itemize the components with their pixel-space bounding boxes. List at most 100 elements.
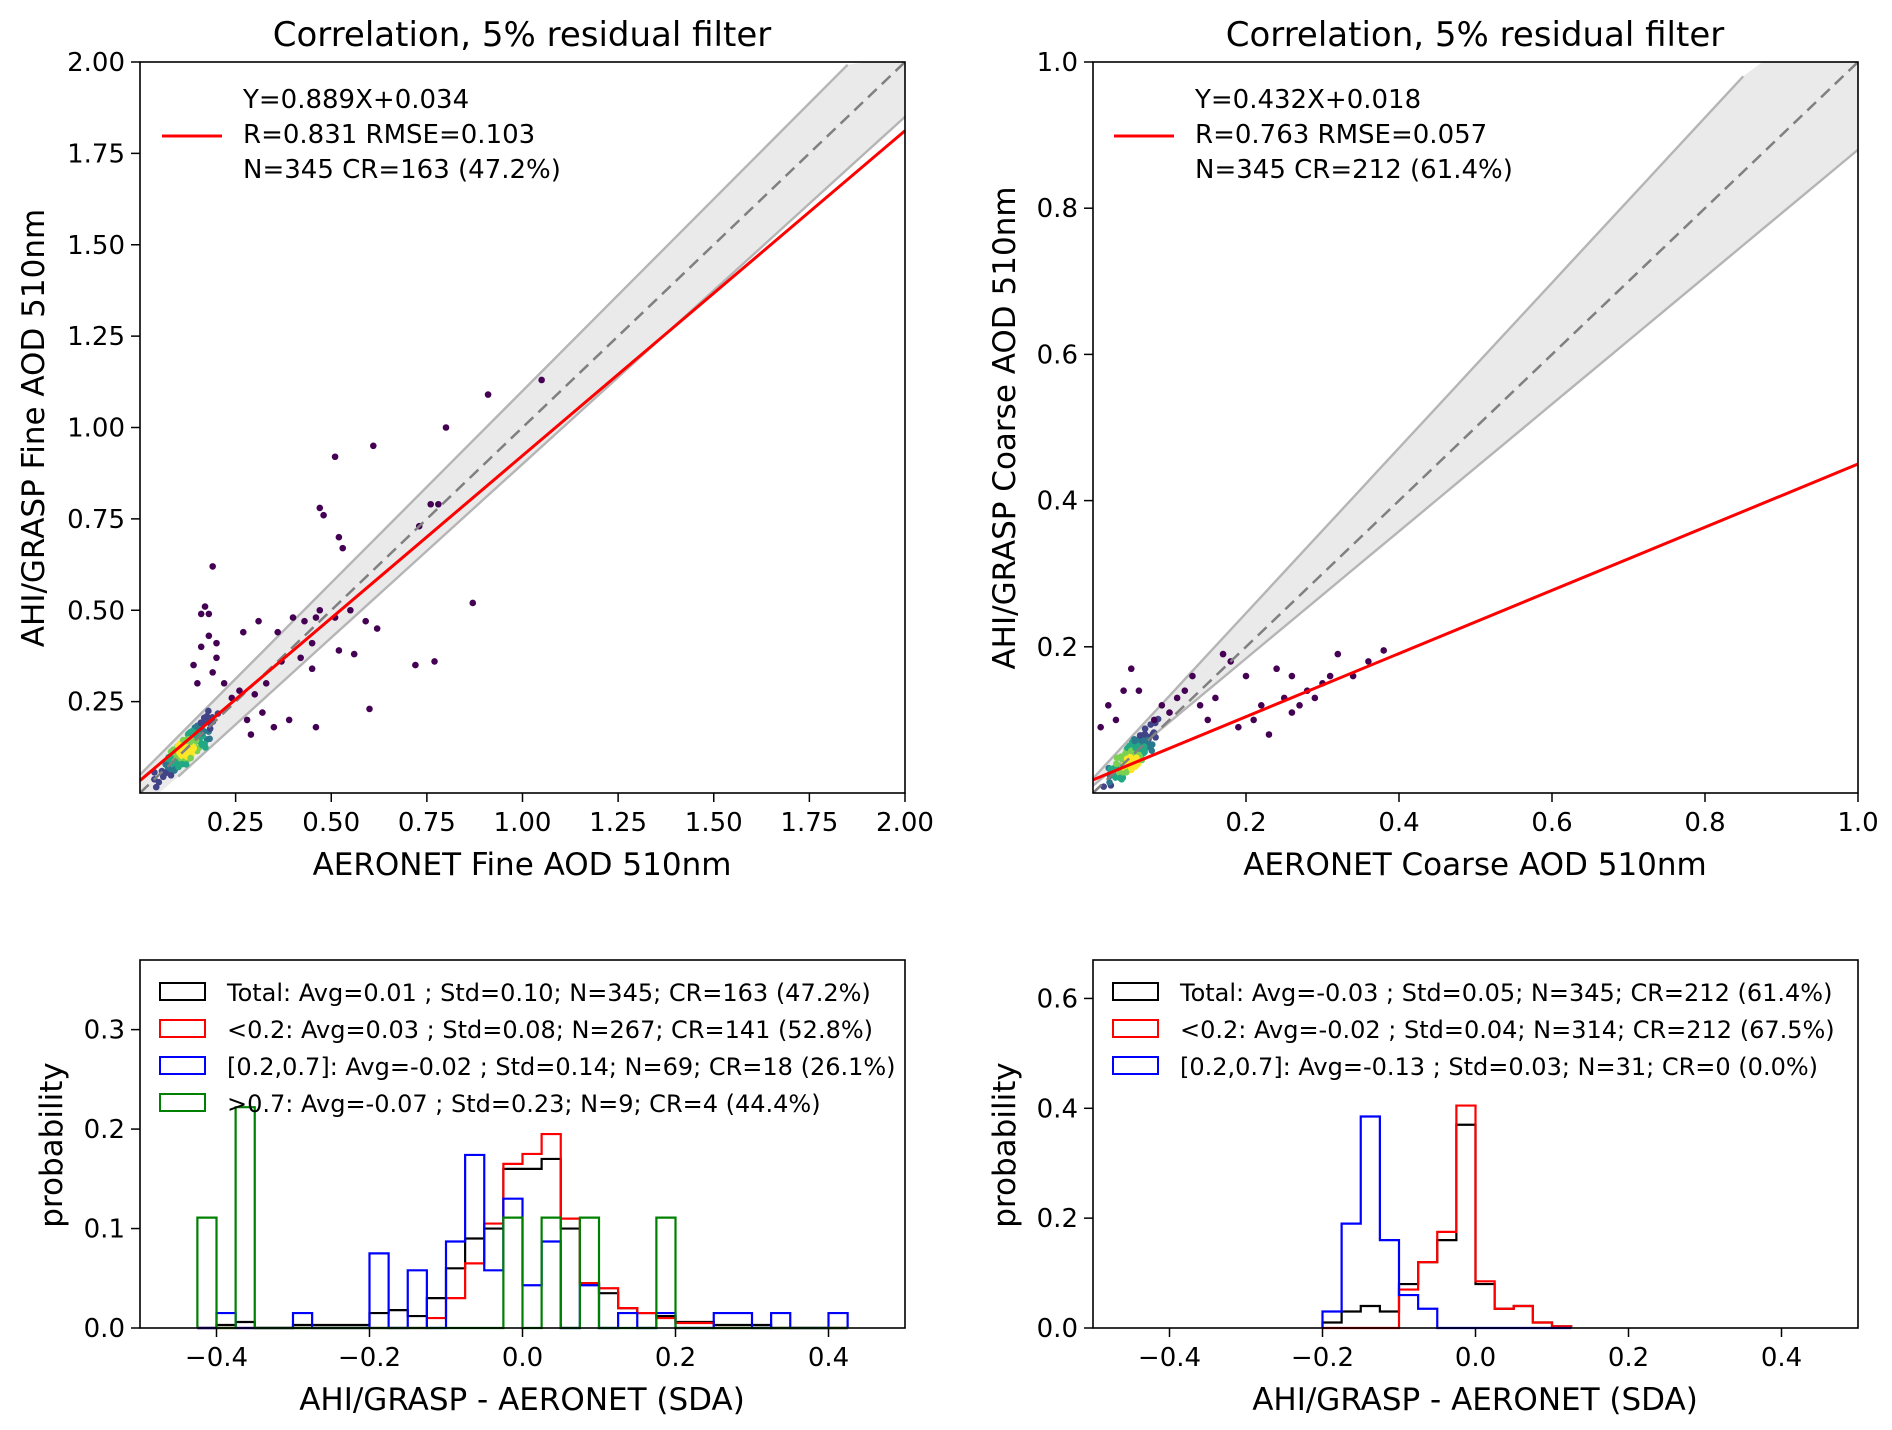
plot-frame <box>1092 61 1859 794</box>
scatter-point <box>312 723 320 731</box>
histogram-steps <box>196 1106 849 1330</box>
scatter-point <box>259 709 266 716</box>
legend-line-equation: Y=0.432X+0.018 <box>1194 85 1421 115</box>
y-tick-label: 1.75 <box>67 139 125 169</box>
scatter-point <box>339 544 347 552</box>
envelope-upper <box>139 63 849 776</box>
scatter-point <box>247 731 255 738</box>
scatter-point <box>316 504 324 512</box>
envelope-lower <box>177 115 906 778</box>
scatter-point <box>316 606 324 614</box>
regression-line <box>1092 462 1859 782</box>
x-tick-label: −0.4 <box>1138 1343 1201 1373</box>
scatter-point <box>152 783 160 791</box>
envelope-lower <box>1092 148 1859 787</box>
x-tick-label: 1.25 <box>589 808 647 838</box>
envelope-fill <box>1093 62 1858 786</box>
scatter-point <box>1288 672 1296 680</box>
legend-line-r: R=0.831 RMSE=0.103 <box>243 120 535 150</box>
scatter-point <box>1219 650 1227 658</box>
y-tick-label: 0.2 <box>1037 633 1078 663</box>
x-axis-label: AHI/GRASP - AERONET (SDA) <box>1252 1382 1698 1418</box>
x-tick-label: 0.0 <box>502 1343 543 1373</box>
scatter-point <box>274 628 282 636</box>
scatter-point <box>201 603 209 610</box>
y-axis-label: probability <box>987 1062 1023 1227</box>
scatter-point <box>213 639 220 647</box>
y-axis-label: AHI/GRASP Coarse AOD 510nm <box>987 186 1023 669</box>
scatter-point <box>1380 647 1387 654</box>
y-axis-label: AHI/GRASP Fine AOD 510nm <box>16 209 52 647</box>
scatter-point <box>484 391 492 398</box>
y-tick-label: 0.6 <box>1037 340 1078 370</box>
legend-line-n: N=345 CR=212 (61.4%) <box>1195 155 1513 185</box>
scatter-point <box>366 705 373 713</box>
scatter-point <box>1127 665 1135 673</box>
y-tick-label: 0.4 <box>1037 487 1078 517</box>
y-tick-label: 0.25 <box>67 688 125 718</box>
scatter-point <box>213 654 220 662</box>
x-tick-label: 0.2 <box>1225 808 1266 838</box>
x-tick-label: 2.00 <box>876 808 934 838</box>
y-tick-label: 1.50 <box>67 231 125 261</box>
scatter-point <box>255 617 262 625</box>
scatter-point <box>1141 748 1148 756</box>
scatter-point <box>347 606 354 614</box>
scatter-points <box>151 376 545 791</box>
scatter-point <box>1235 723 1242 731</box>
scatter-point <box>1204 716 1212 724</box>
scatter-point <box>1113 760 1120 768</box>
scatter-point <box>1136 732 1144 739</box>
scatter-point <box>1334 650 1342 658</box>
scatter-point <box>187 754 194 762</box>
scatter-point <box>1166 709 1173 716</box>
scatter-point <box>1131 737 1138 745</box>
scatter-point <box>285 716 293 724</box>
scatter-point <box>206 735 213 743</box>
scatter-point <box>198 741 206 749</box>
scatter-point <box>289 614 297 621</box>
coarse-aod-scatter-panel: 0.2 0.4 0.6 0.8 1.0 0.2 0.4 0.6 0.8 1.0 Correlat… <box>987 15 1879 883</box>
legend-line-r: R=0.763 RMSE=0.057 <box>1195 120 1487 150</box>
legend: Total: Avg=-0.03 ; Std=0.05; N=345; CR=2… <box>1112 979 1835 1081</box>
scatter-point <box>1181 687 1189 694</box>
legend-label-gt07: >0.7: Avg=-0.07 ; Std=0.23; N=9; CR=4 (4… <box>227 1090 821 1118</box>
one-to-one-line <box>1092 61 1859 794</box>
y-tick-label: 2.00 <box>67 48 125 78</box>
scatter-point <box>209 669 216 676</box>
scatter-point <box>331 453 339 461</box>
scatter-point <box>373 625 381 632</box>
y-tick-label: 1.0 <box>1037 48 1078 78</box>
scatter-point <box>1258 701 1265 709</box>
legend-swatch-total <box>159 982 206 1001</box>
scatter-point <box>308 665 316 673</box>
scatter-point <box>538 376 545 384</box>
legend: Total: Avg=0.01 ; Std=0.10; N=345; CR=16… <box>159 979 896 1118</box>
legend-label-lt02: <0.2: Avg=-0.02 ; Std=0.04; N=314; CR=21… <box>1180 1016 1835 1044</box>
scatter-point <box>350 650 358 658</box>
y-tick-label: 0.4 <box>1037 1094 1078 1124</box>
scatter-point <box>1311 694 1319 702</box>
scatter-point <box>1250 716 1257 724</box>
legend-line-equation: Y=0.889X+0.034 <box>242 85 469 115</box>
scatter-point <box>1122 750 1129 758</box>
scatter-point <box>262 680 270 687</box>
fine-aod-scatter-panel: 0.25 0.50 0.75 1.00 1.25 1.50 1.75 2.00 0.25 0.5… <box>16 15 934 883</box>
scatter-point <box>1365 658 1372 665</box>
legend-label-mid: [0.2,0.7]: Avg=-0.02 ; Std=0.14; N=69; C… <box>227 1053 896 1081</box>
x-axis-ticks: 0.25 0.50 0.75 1.00 1.25 1.50 1.75 2.00 <box>207 793 934 838</box>
scatter-point <box>197 719 205 727</box>
x-tick-label: 0.4 <box>1378 808 1419 838</box>
scatter-point <box>1158 701 1166 709</box>
scatter-point <box>335 647 343 654</box>
scatter-point <box>239 628 247 636</box>
y-tick-label: 0.75 <box>67 505 125 535</box>
reference-lines <box>1092 61 1859 794</box>
envelope-fill <box>140 62 905 793</box>
scatter-point <box>412 661 419 669</box>
scatter-point <box>236 687 243 694</box>
chart-title: Correlation, 5% residual filter <box>273 15 771 55</box>
scatter-point <box>1296 701 1303 709</box>
x-tick-label: 1.00 <box>494 808 552 838</box>
legend-swatch-lt02 <box>159 1019 206 1038</box>
